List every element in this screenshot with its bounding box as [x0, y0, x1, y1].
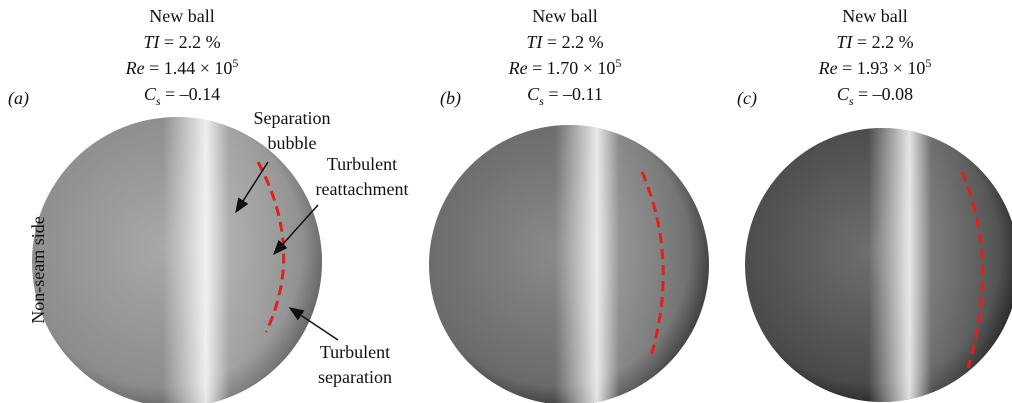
arrows — [235, 161, 339, 341]
symbol: TI — [143, 32, 160, 52]
panel-title: New ball — [842, 6, 907, 26]
arrow — [235, 161, 269, 214]
symbol: C — [527, 84, 540, 104]
symbol: TI — [836, 32, 853, 52]
value: = 2.2 % — [159, 32, 220, 52]
turbulence-intensity: TI = 2.2 % — [143, 32, 220, 52]
value: = 1.93 × 10 — [838, 58, 926, 78]
annotation: Turbulent — [320, 342, 390, 362]
reynolds-number: Re = 1.44 × 105 — [125, 56, 239, 78]
value: = –0.08 — [854, 84, 914, 104]
value: = –0.14 — [161, 84, 221, 104]
symbol: Re — [818, 58, 838, 78]
symbol: Re — [125, 58, 145, 78]
arrow — [288, 307, 339, 341]
annotation: separation — [318, 367, 392, 387]
panel-title: New ball — [149, 6, 214, 26]
panel-label: (a) — [8, 88, 29, 109]
panel-label: (c) — [737, 88, 757, 109]
subscript: s — [156, 94, 161, 108]
reynolds-number: Re = 1.93 × 105 — [818, 56, 932, 78]
value: = 2.2 % — [542, 32, 603, 52]
value: = 2.2 % — [852, 32, 913, 52]
subscript: s — [539, 94, 544, 108]
annotation: bubble — [268, 133, 317, 153]
symbol: TI — [526, 32, 543, 52]
turbulence-intensity: TI = 2.2 % — [526, 32, 603, 52]
symbol: C — [837, 84, 850, 104]
panel-title: New ball — [532, 6, 597, 26]
balls — [32, 117, 1012, 403]
ball-highlight — [745, 128, 1012, 402]
annotation: reattachment — [316, 179, 409, 199]
ball-highlight — [429, 125, 709, 403]
symbol: Re — [508, 58, 528, 78]
separation-line — [960, 171, 985, 369]
value: = 1.70 × 10 — [528, 58, 616, 78]
side-force-coefficient: Cs = –0.11 — [527, 84, 603, 108]
panel-label: (b) — [440, 88, 461, 109]
separation-line — [256, 161, 286, 333]
side-force-coefficient: Cs = –0.14 — [144, 84, 220, 108]
value: = –0.11 — [544, 84, 603, 104]
exponent: 5 — [232, 56, 238, 70]
separation-line — [640, 171, 665, 361]
subscript: s — [849, 94, 854, 108]
exponent: 5 — [925, 56, 931, 70]
ball-highlight — [32, 117, 322, 403]
turbulence-intensity: TI = 2.2 % — [836, 32, 913, 52]
exponent: 5 — [615, 56, 621, 70]
reynolds-number: Re = 1.70 × 105 — [508, 56, 622, 78]
side-label: Non-seam side — [28, 216, 48, 323]
annotation: Turbulent — [327, 154, 397, 174]
value: = 1.44 × 10 — [145, 58, 233, 78]
arrow — [272, 204, 319, 256]
annotation: Separation — [254, 108, 331, 128]
side-force-coefficient: Cs = –0.08 — [837, 84, 913, 108]
symbol: C — [144, 84, 157, 104]
